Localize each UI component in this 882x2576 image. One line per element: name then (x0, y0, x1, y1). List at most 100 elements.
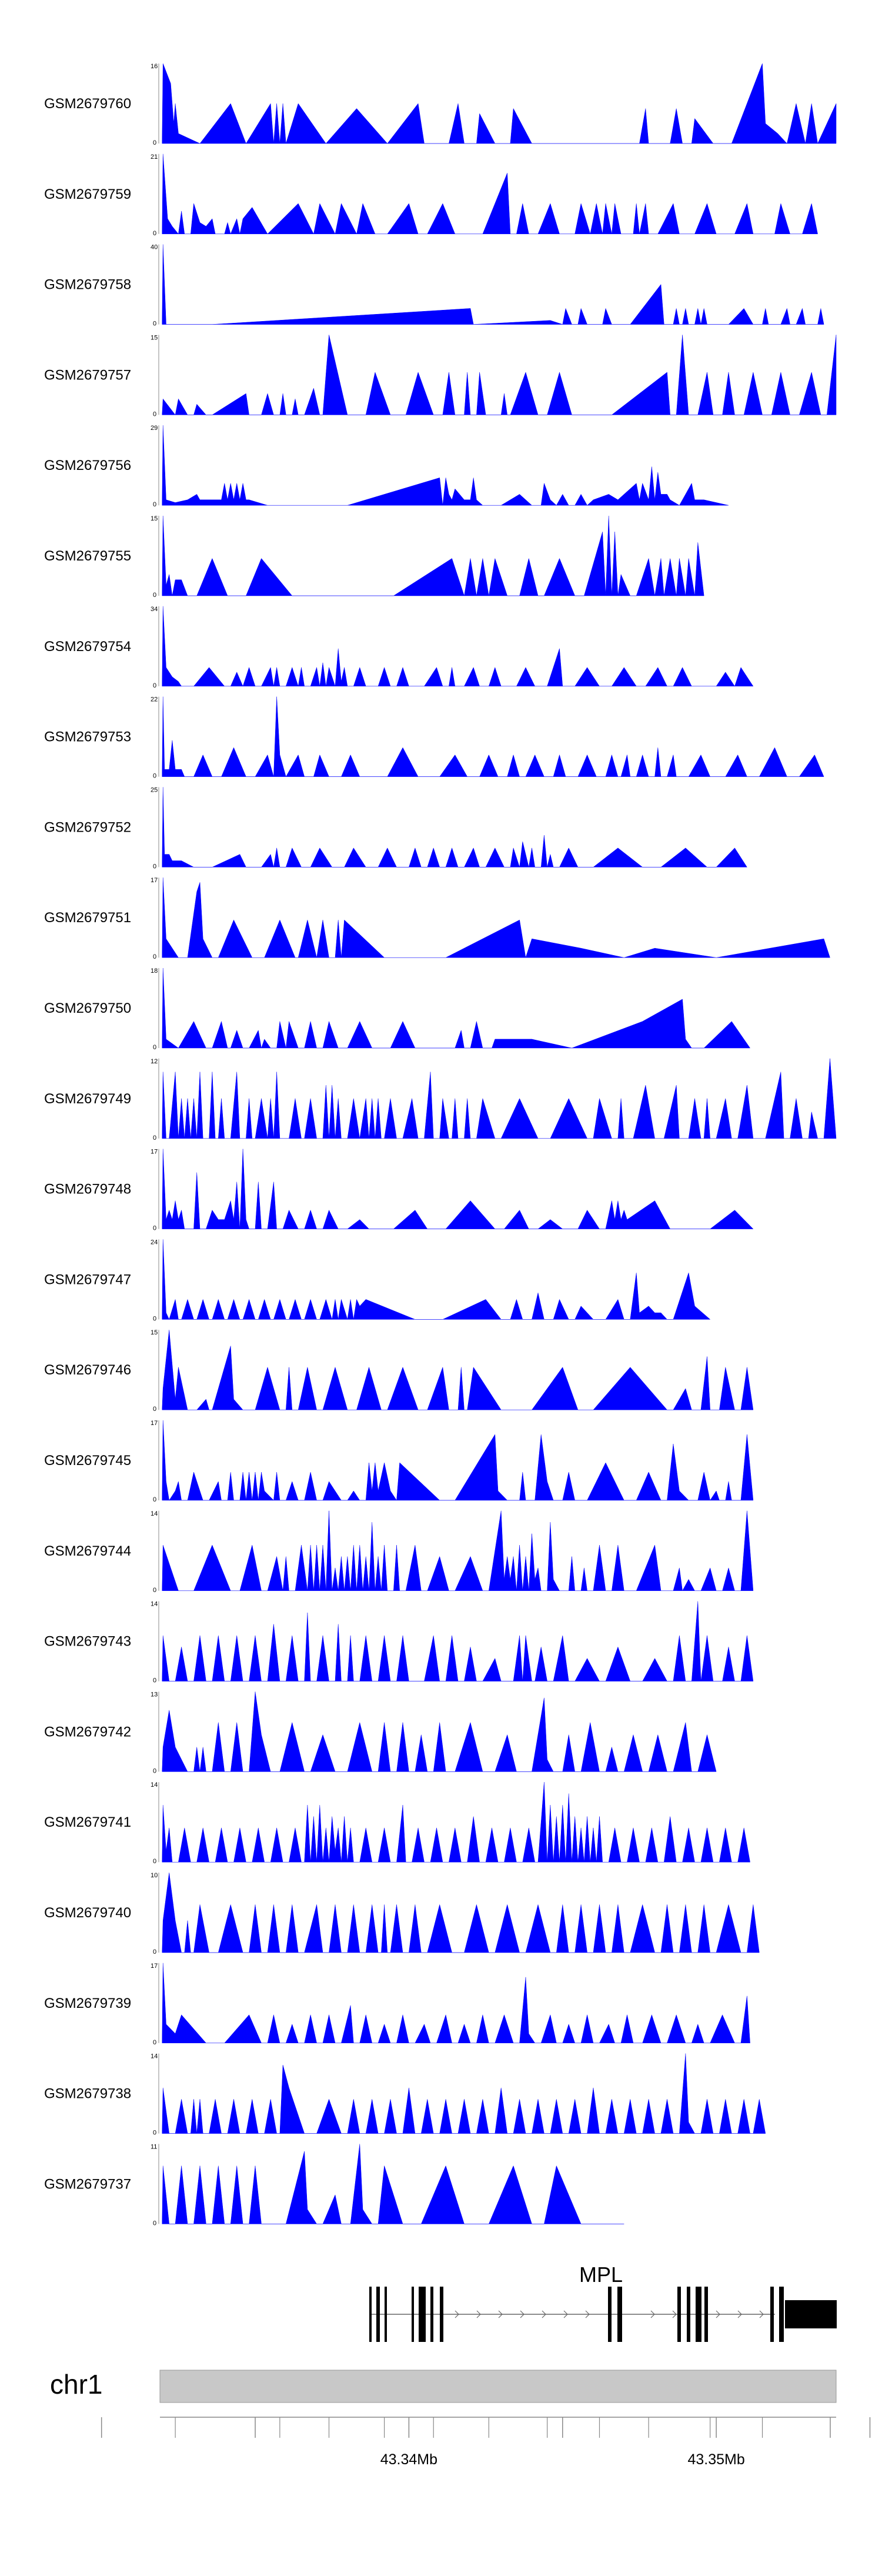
y-max-tick-label: 17 (151, 877, 158, 884)
strand-arrow-icon (563, 2310, 568, 2318)
y-max-tick-label: 34 (151, 606, 158, 613)
track-label: GSM2679747 (44, 1272, 131, 1287)
y-max-tick-label: 29 (151, 425, 158, 432)
strand-arrow-icon (542, 2310, 546, 2318)
signal-area (162, 154, 818, 235)
track-GSM2679760: GSM2679760 16 0 (44, 63, 837, 146)
signal-area (162, 244, 824, 325)
y-min-tick-label: 0 (153, 1587, 156, 1594)
track-label: GSM2679749 (44, 1091, 131, 1107)
signal-area (162, 1872, 760, 1953)
track-GSM2679743: GSM2679743 14 0 (44, 1601, 754, 1684)
y-min-tick-label: 0 (153, 1767, 156, 1774)
y-max-tick-label: 24 (151, 1239, 158, 1246)
signal-area (162, 1239, 711, 1320)
strand-arrow-icon (455, 2310, 459, 2318)
y-max-tick-label: 17 (151, 1149, 158, 1156)
track-GSM2679753: GSM2679753 22 0 (44, 696, 824, 780)
y-min-tick-label: 0 (153, 1677, 156, 1684)
track-label: GSM2679738 (44, 2086, 131, 2102)
track-label: GSM2679760 (44, 96, 131, 112)
y-min-tick-label: 0 (153, 230, 156, 237)
gene-exon (677, 2287, 681, 2342)
gene-exon (608, 2287, 612, 2342)
signal-area (162, 1058, 837, 1139)
y-min-tick-label: 0 (153, 2220, 156, 2227)
gene-exon (770, 2287, 774, 2342)
y-max-tick-label: 14 (151, 1510, 158, 1517)
track-GSM2679741: GSM2679741 14 0 (44, 1781, 750, 1865)
track-GSM2679749: GSM2679749 12 0 (44, 1058, 837, 1142)
track-GSM2679756: GSM2679756 29 0 (44, 425, 729, 508)
gene-exon (779, 2287, 784, 2342)
track-label: GSM2679739 (44, 1996, 131, 2011)
track-GSM2679759: GSM2679759 21 0 (44, 154, 818, 237)
y-min-tick-label: 0 (153, 321, 156, 328)
signal-area (162, 1510, 754, 1591)
track-label: GSM2679741 (44, 1814, 131, 1830)
y-min-tick-label: 0 (153, 1948, 156, 1956)
gene-exon (617, 2287, 622, 2342)
track-label: GSM2679759 (44, 186, 131, 202)
track-label: GSM2679753 (44, 729, 131, 745)
strand-arrow-icon (650, 2310, 655, 2318)
signal-area (162, 1330, 754, 1410)
track-label: GSM2679748 (44, 1182, 131, 1197)
track-GSM2679740: GSM2679740 10 0 (44, 1872, 760, 1956)
track-label: GSM2679751 (44, 910, 131, 926)
y-min-tick-label: 0 (153, 1858, 156, 1865)
strand-arrow-icon (520, 2310, 524, 2318)
strand-arrow-icon (498, 2310, 503, 2318)
y-max-tick-label: 15 (151, 515, 158, 522)
y-max-tick-label: 11 (151, 2143, 157, 2150)
y-min-tick-label: 0 (153, 863, 156, 870)
y-min-tick-label: 0 (153, 1406, 156, 1413)
track-GSM2679752: GSM2679752 25 0 (44, 786, 747, 870)
gene-exon (419, 2287, 426, 2342)
y-min-tick-label: 0 (153, 682, 156, 689)
track-GSM2679755: GSM2679755 15 0 (44, 515, 704, 599)
gene-exon (687, 2287, 690, 2342)
signal-area (162, 787, 747, 867)
track-label: GSM2679754 (44, 639, 131, 655)
gene-exon (704, 2287, 708, 2342)
y-max-tick-label: 14 (151, 1601, 158, 1608)
track-GSM2679745: GSM2679745 17 0 (44, 1420, 754, 1503)
strand-arrow-icon (585, 2310, 590, 2318)
gene-exon (376, 2287, 380, 2342)
track-label: GSM2679742 (44, 1724, 131, 1740)
y-min-tick-label: 0 (153, 139, 156, 146)
track-label: GSM2679757 (44, 367, 131, 383)
signal-area (162, 1691, 717, 1772)
gene-exon (412, 2287, 414, 2342)
track-label: GSM2679758 (44, 277, 131, 293)
y-max-tick-label: 16 (151, 63, 158, 70)
signal-area (162, 696, 824, 778)
signal-area (162, 1420, 754, 1501)
strand-arrow-icon (737, 2310, 742, 2318)
strand-arrow-icon (476, 2310, 481, 2318)
track-GSM2679746: GSM2679746 15 0 (44, 1329, 754, 1413)
track-GSM2679757: GSM2679757 15 0 (44, 334, 837, 418)
track-label: GSM2679755 (44, 548, 131, 564)
signal-area (162, 967, 751, 1049)
signal-area (162, 1782, 750, 1863)
y-min-tick-label: 0 (153, 2039, 156, 2046)
gene-name-label: MPL (579, 2263, 623, 2287)
y-max-tick-label: 10 (151, 1872, 158, 1879)
strand-arrow-icon (672, 2310, 677, 2318)
y-max-tick-label: 15 (151, 1329, 158, 1336)
signal-area (162, 63, 837, 144)
gene-exon (430, 2287, 433, 2342)
y-max-tick-label: 22 (151, 696, 158, 703)
axis-tick-label: 43.35Mb (687, 2451, 744, 2468)
y-max-tick-label: 40 (151, 244, 158, 251)
y-min-tick-label: 0 (153, 411, 156, 418)
y-max-tick-label: 14 (151, 1781, 158, 1788)
signal-area (162, 1149, 754, 1229)
track-GSM2679747: GSM2679747 24 0 (44, 1239, 711, 1322)
track-GSM2679738: GSM2679738 14 0 (44, 2053, 766, 2137)
track-label: GSM2679744 (44, 1543, 131, 1559)
y-min-tick-label: 0 (153, 773, 156, 780)
